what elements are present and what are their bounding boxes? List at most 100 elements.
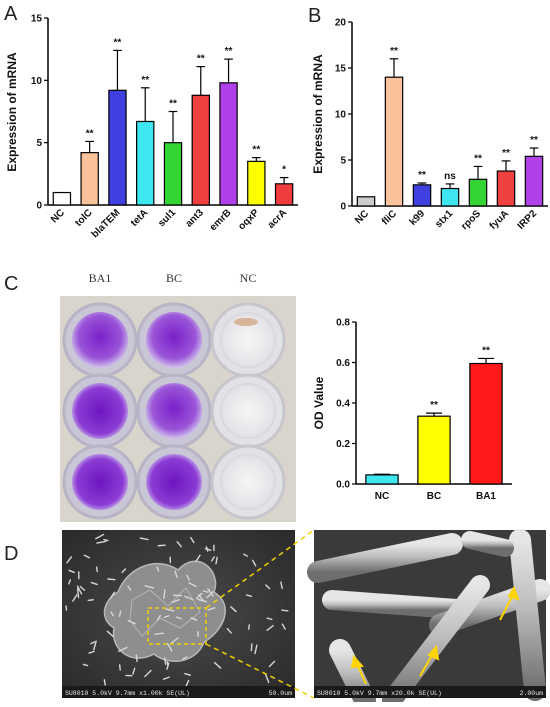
y-tick-label: 10: [335, 110, 347, 121]
sem-low-mag-image: SU8010 5.0kV 9.7mm x1.00k SE(UL) 50.0um: [62, 530, 295, 698]
rod-5: [520, 540, 535, 690]
category-label: k99: [408, 208, 428, 228]
chart-a-mrna-expression: 0 5 10 15 Expression of mRNA NC ** tolC ** blaTEM…: [5, 14, 298, 241]
category-label: NC: [49, 207, 67, 225]
y-tick-label: 0.0: [336, 480, 350, 491]
bar-ant3: [192, 95, 209, 205]
bacterium-rod: [249, 625, 250, 629]
y-tick-label: 0.4: [336, 399, 350, 410]
category-label: sul1: [156, 207, 178, 229]
bar-sul1: [164, 143, 181, 205]
significance-label: **: [225, 46, 233, 57]
sem-left-caption: SU8010 5.0kV 9.7mm x1.00k SE(UL): [65, 690, 190, 697]
plate-label-ba1: BA1: [89, 271, 112, 285]
bar-teta: [137, 121, 154, 205]
well-nc-3-stain: [220, 454, 276, 510]
bar-blatem: [109, 90, 126, 205]
significance-label: **: [430, 400, 438, 411]
significance-label: **: [530, 135, 538, 146]
well-ba1-3-stain: [72, 454, 128, 510]
significance-label: **: [418, 170, 426, 181]
category-label: IRP2: [516, 208, 540, 232]
category-label: BA1: [476, 491, 496, 502]
bar-acra: [276, 184, 293, 205]
category-label: blaTEM: [90, 207, 123, 240]
y-tick-label: 10: [31, 76, 43, 87]
panel-letter-c: C: [4, 273, 18, 295]
significance-label: ns: [444, 171, 456, 182]
plate-label-bc: BC: [166, 271, 182, 285]
y-tick-label: 20: [335, 18, 347, 29]
sem-high-mag-image: SU8010 5.0kV 9.7mm x20.0k SE(UL) 2.00um: [314, 530, 546, 700]
significance-label: **: [502, 148, 510, 159]
bacterium-rod: [282, 610, 288, 611]
rod-2: [332, 600, 470, 610]
plate-label-nc: NC: [240, 271, 257, 285]
bar-nc: [357, 197, 374, 206]
bar-flic: [385, 77, 402, 206]
rod-7: [470, 540, 505, 548]
bacterium-rod: [165, 658, 166, 664]
y-tick-label: 0.8: [336, 318, 350, 329]
y-tick-label: 0.2: [336, 439, 350, 450]
bacterium-rod: [97, 567, 98, 571]
bar-k99: [413, 185, 430, 206]
significance-label: **: [482, 345, 490, 356]
panel-letter-a: A: [4, 3, 18, 25]
bacterium-rod: [167, 662, 168, 666]
category-label: tolC: [73, 207, 95, 229]
y-tick-label: 5: [36, 138, 42, 149]
category-label: oqxP: [236, 207, 261, 232]
well-bc-1-stain: [146, 312, 202, 368]
well-ba1-1-stain: [72, 312, 128, 368]
bacterium-rod: [108, 579, 115, 580]
bar-ba1: [470, 364, 502, 484]
sem-left-scale-label: 50.0um: [269, 690, 293, 697]
well-bc-3-stain: [146, 454, 202, 510]
bar-rpos: [469, 179, 486, 206]
bar-emrb: [220, 83, 237, 205]
significance-label: **: [141, 75, 149, 86]
bar-irp2: [525, 156, 542, 206]
y-axis-label: Expression of mRNA: [5, 52, 19, 172]
sem-right-caption: SU8010 5.0kV 9.7mm x20.0k SE(UL): [317, 690, 442, 697]
significance-label: **: [252, 145, 260, 156]
y-axis-label: Expression of mRNA: [311, 54, 325, 174]
bar-nc: [366, 475, 398, 484]
bar-nc: [53, 193, 70, 205]
significance-label: **: [474, 153, 482, 164]
y-tick-label: 0.6: [336, 358, 350, 369]
significance-label: **: [114, 37, 122, 48]
y-tick-label: 0: [340, 202, 346, 213]
significance-label: **: [197, 54, 205, 65]
y-tick-label: 0: [36, 201, 42, 212]
bar-oqxp: [248, 161, 265, 205]
category-label: fliC: [380, 208, 399, 227]
bacterium-rod: [136, 655, 137, 662]
bar-tolc: [81, 153, 98, 205]
bacterium-rod: [251, 644, 252, 651]
category-label: NC: [353, 208, 371, 226]
bacterium-rod: [88, 600, 93, 601]
well-grid: [64, 304, 284, 518]
category-label: acrA: [266, 207, 290, 231]
bar-bc: [418, 416, 450, 484]
bar-fyua: [497, 171, 514, 206]
category-label: emrB: [208, 207, 234, 233]
category-label: stx1: [433, 208, 455, 230]
y-tick-label: 5: [340, 156, 346, 167]
bar-stx1: [441, 189, 458, 206]
significance-label: **: [169, 99, 177, 110]
bacterium-rod: [158, 545, 165, 546]
category-label: BC: [427, 491, 441, 502]
significance-label: **: [390, 46, 398, 57]
panel-letter-b: B: [308, 5, 321, 27]
y-tick-label: 15: [31, 14, 43, 25]
bacterium-rod: [104, 680, 105, 685]
category-label: ant3: [184, 207, 207, 230]
well-nc-1-residue: [234, 318, 258, 326]
significance-label: **: [86, 128, 94, 139]
plate-photo: [60, 296, 296, 522]
bacterium-rod: [66, 606, 67, 610]
